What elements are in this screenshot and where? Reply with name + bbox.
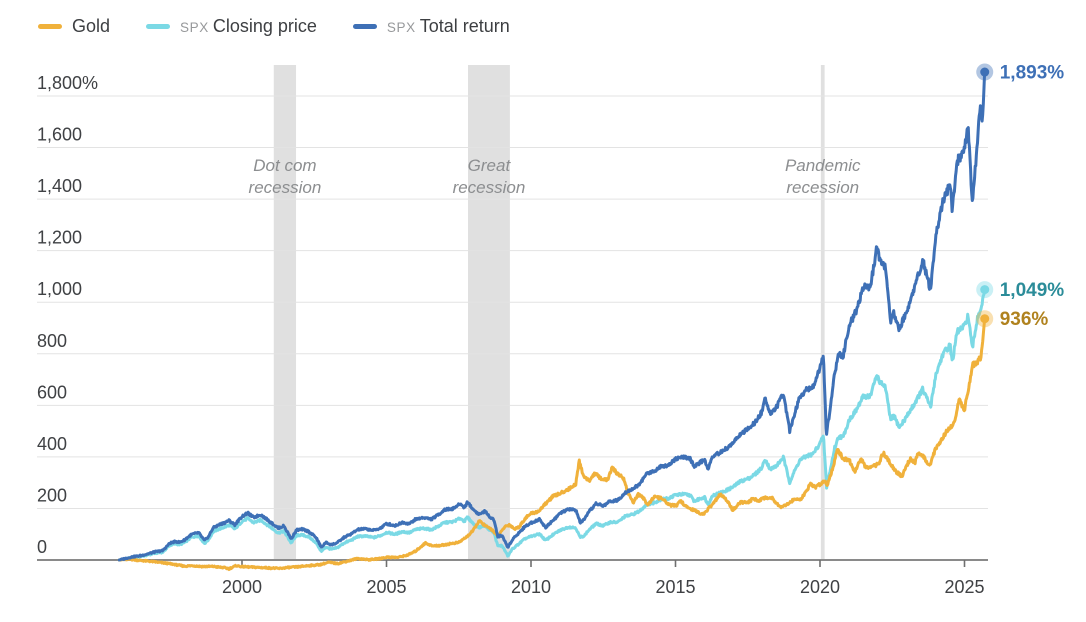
x-tick-label: 2005 xyxy=(366,577,406,597)
legend-label: SPX Closing price xyxy=(180,16,317,37)
legend-item-total-return[interactable]: SPX Total return xyxy=(352,16,510,37)
end-dot xyxy=(980,67,990,77)
dot-com-recession-band xyxy=(273,65,297,560)
y-tick-label: 800 xyxy=(37,331,67,351)
great-recession-label: recession xyxy=(453,178,526,197)
series-line-gold[interactable] xyxy=(117,317,987,571)
dot-com-recession-label: recession xyxy=(249,178,322,197)
x-tick-label: 2010 xyxy=(511,577,551,597)
legend-item-gold[interactable]: Gold xyxy=(38,16,110,37)
legend-swatch xyxy=(352,24,377,29)
y-tick-label: 200 xyxy=(37,485,67,505)
great-recession-label: Great xyxy=(468,156,512,175)
series-line-total-return[interactable] xyxy=(117,70,987,562)
legend-item-closing-price[interactable]: SPX Closing price xyxy=(146,16,317,37)
legend-text: Closing price xyxy=(212,16,317,36)
pandemic-recession-band xyxy=(820,65,825,560)
end-dot xyxy=(980,314,990,324)
y-tick-label: 0 xyxy=(37,537,47,557)
y-tick-label: 1,200 xyxy=(37,228,82,248)
x-tick-label: 2025 xyxy=(944,577,984,597)
y-tick-label: 1,800% xyxy=(37,73,98,93)
end-value-label: 1,049% xyxy=(1000,280,1065,301)
legend-label: SPX Total return xyxy=(387,16,510,37)
x-tick-label: 2000 xyxy=(222,577,262,597)
pandemic-recession-label: recession xyxy=(786,178,859,197)
y-tick-label: 400 xyxy=(37,434,67,454)
end-value-label: 936% xyxy=(1000,309,1049,330)
x-tick-label: 2015 xyxy=(655,577,695,597)
legend: Gold SPX Closing price SPX Total return xyxy=(38,16,510,37)
legend-swatch xyxy=(38,24,62,29)
y-tick-label: 1,400 xyxy=(37,176,82,196)
x-tick-label: 2020 xyxy=(800,577,840,597)
dot-com-recession-label: Dot com xyxy=(253,156,316,175)
legend-label: Gold xyxy=(72,16,110,37)
legend-swatch xyxy=(146,24,171,29)
series-line-closing-price[interactable] xyxy=(117,288,987,562)
legend-text: Gold xyxy=(72,16,111,36)
legend-prefix: SPX xyxy=(386,20,416,35)
y-tick-label: 600 xyxy=(37,382,67,402)
great-recession-band xyxy=(467,65,510,560)
legend-prefix: SPX xyxy=(180,20,209,35)
y-tick-label: 1,000 xyxy=(37,279,82,299)
legend-text: Total return xyxy=(419,16,510,36)
y-tick-label: 1,600 xyxy=(37,125,82,145)
end-value-label: 1,893% xyxy=(1000,63,1065,84)
pandemic-recession-label: Pandemic xyxy=(785,156,861,175)
end-dot xyxy=(980,285,990,295)
